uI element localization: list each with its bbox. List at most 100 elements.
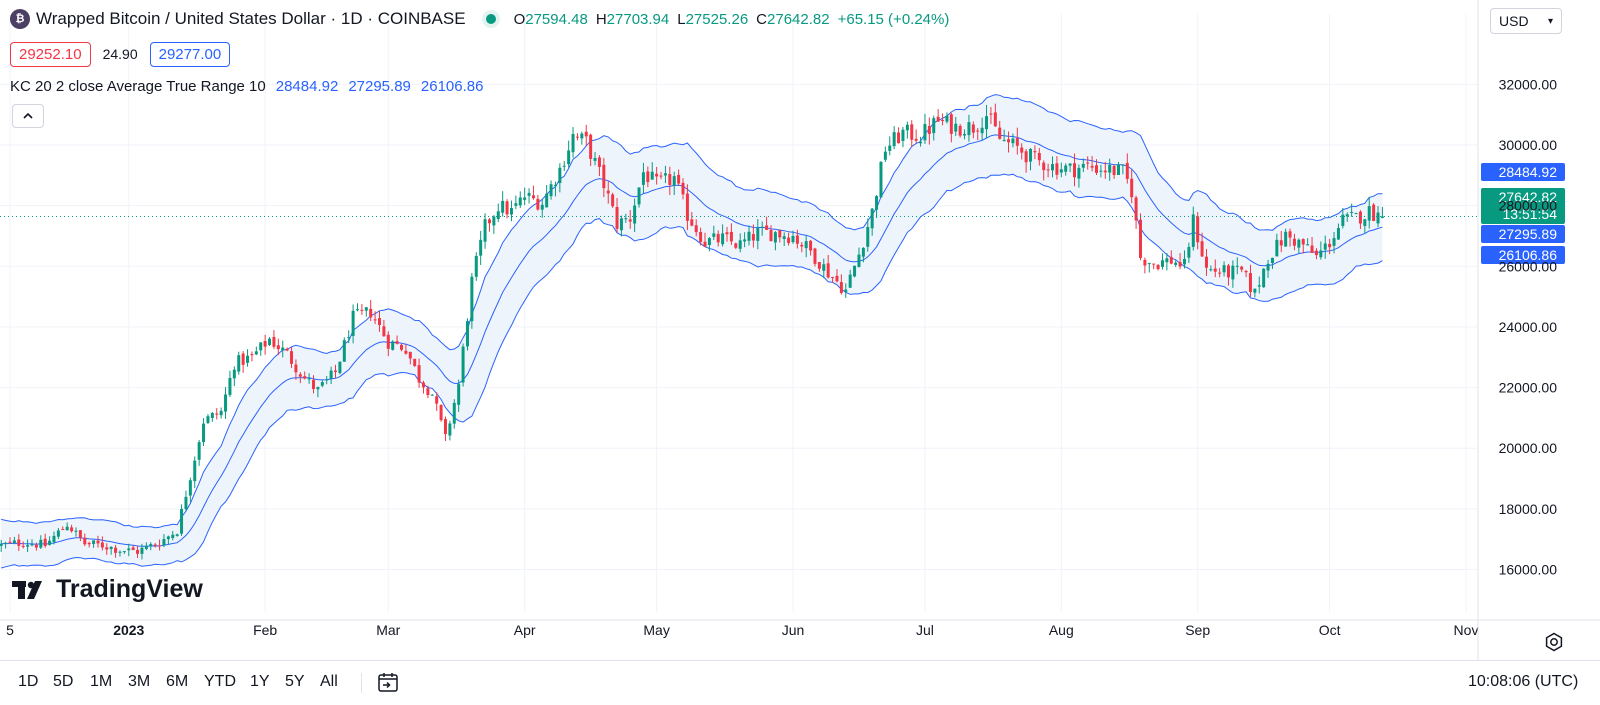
candle [241,351,245,373]
candle-body [553,185,557,187]
candle-body [1002,139,1006,141]
kc-basis-line [1,134,1383,547]
candle [914,129,918,143]
candle [910,120,914,147]
candle [985,104,989,138]
symbol-title[interactable]: Wrapped Bitcoin / United States Dollar ·… [36,9,466,28]
candle-body [659,175,663,177]
candle-body [39,539,43,548]
candle-body [21,545,25,547]
candle-body [1323,243,1327,250]
collapse-legend-button[interactable] [12,104,44,128]
calendar-goto-icon[interactable] [376,670,400,694]
candle-body [153,544,157,546]
candle-body [12,540,16,543]
candle [575,133,579,141]
candle-body [822,264,826,271]
candle [1279,231,1283,253]
candle-body [540,204,544,210]
kc-basis-price-label-text: 27295.89 [1499,226,1558,242]
candle-body [1292,238,1296,246]
candle-body [949,114,953,134]
currency-select[interactable]: USD ▾ [1490,8,1562,34]
indicator-legend[interactable]: KC 20 2 close Average True Range 10 2848… [10,76,493,96]
y-tick-label: 22000.00 [1499,380,1558,396]
candle [624,213,628,223]
candle-body [848,274,852,288]
candle [685,184,689,231]
candle-body [1257,285,1261,287]
candle-body [1160,260,1164,267]
candle-body [967,122,971,136]
candle-body [1310,245,1314,253]
candle [382,319,386,337]
range-5y-button[interactable]: 5Y [285,673,305,690]
candle-body [945,115,949,122]
range-ytd-button[interactable]: YTD [204,673,236,690]
candle [1046,163,1050,178]
candle-body [1007,139,1011,143]
kc-upper-line [1,94,1383,529]
range-1y-button[interactable]: 1Y [250,673,270,690]
sell-price-button[interactable]: 29252.10 [10,41,91,67]
candle [131,545,135,551]
candle [439,404,443,422]
candle-body [74,530,78,532]
x-tick-label: Oct [1319,622,1341,638]
candle-body [193,460,197,482]
utc-clock[interactable]: 10:08:06 (UTC) [1468,673,1579,690]
candle-body [1174,262,1178,265]
candle-body [562,165,566,167]
candle-body [1367,206,1371,221]
candle [175,533,179,537]
candle-body [963,133,967,136]
candle [1059,162,1063,178]
candle-body [290,351,294,364]
candle [738,233,742,253]
candle [1372,203,1376,222]
wrapped-bitcoin-icon[interactable]: ₿ [10,9,30,29]
range-1d-button[interactable]: 1D [18,673,39,690]
range-1m-button[interactable]: 1M [90,673,113,690]
candle [1182,250,1186,269]
currency-label: USD [1499,13,1529,29]
candle [835,269,839,283]
candle [202,418,206,447]
candle-body [26,545,30,547]
candle-body [633,205,637,224]
candle [158,539,162,551]
kc-lower-price-label-text: 26106.86 [1499,247,1558,263]
gear-icon[interactable] [1544,632,1564,652]
candle [118,550,122,557]
candle-body [875,196,879,210]
candle-body [773,232,777,243]
candle [184,490,188,512]
candle [1077,164,1081,188]
candle-body [597,157,601,167]
range-all-button[interactable]: All [320,673,338,690]
candle-body [1270,257,1274,264]
candle-body [1169,256,1173,264]
candle [760,221,764,236]
candle-body [34,544,38,548]
tradingview-logo[interactable]: TradingView [12,575,203,604]
candle-body [580,133,584,139]
candle-body [1332,238,1336,246]
candle-body [197,442,201,460]
candle-body [628,219,632,222]
candle-body [611,194,615,207]
y-tick-label: 26000.00 [1499,258,1558,274]
candle-body [421,382,425,388]
candle [694,219,698,237]
candle [83,533,87,547]
candle-body [505,201,509,215]
candle-body [1037,152,1041,161]
range-3m-button[interactable]: 3M [128,673,151,690]
candle-body [487,219,491,224]
candle [751,224,755,248]
candle-body [272,336,276,347]
range-6m-button[interactable]: 6M [166,673,189,690]
buy-price-button[interactable]: 29277.00 [149,41,231,67]
range-5d-button[interactable]: 5D [53,673,74,690]
